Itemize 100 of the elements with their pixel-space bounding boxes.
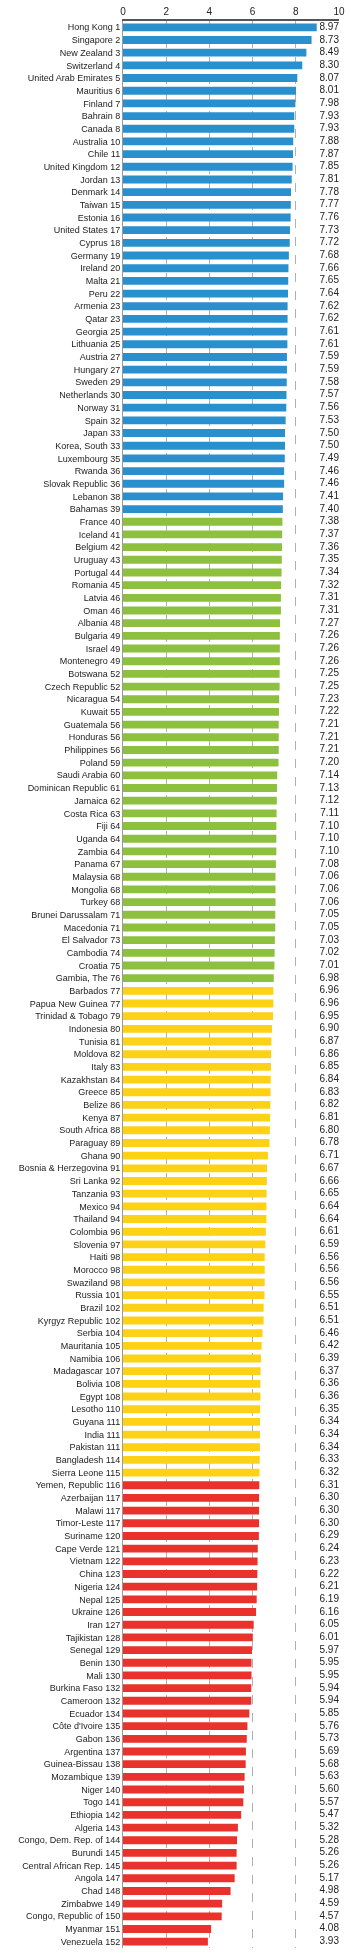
bar bbox=[123, 1050, 272, 1059]
bar bbox=[123, 74, 298, 82]
y-tick-label: Jordan 13 bbox=[80, 174, 121, 185]
bar bbox=[123, 746, 279, 754]
data-label: 6.67 bbox=[319, 1161, 340, 1173]
data-label: 6.37 bbox=[319, 1364, 340, 1376]
y-tick-label: Cyprus 18 bbox=[79, 238, 121, 249]
bar bbox=[123, 1177, 267, 1185]
bar bbox=[123, 1519, 260, 1528]
data-label: 7.88 bbox=[319, 134, 340, 146]
bar bbox=[123, 1443, 260, 1452]
bar bbox=[123, 429, 285, 437]
data-label: 6.36 bbox=[319, 1377, 340, 1389]
y-tick-label: Rwanda 36 bbox=[74, 466, 121, 477]
y-tick-label: Macedonia 71 bbox=[63, 922, 121, 933]
data-label: 7.03 bbox=[319, 933, 340, 945]
y-tick-label: Poland 59 bbox=[79, 757, 121, 768]
data-label: 5.95 bbox=[319, 1668, 340, 1680]
bar bbox=[123, 1481, 260, 1490]
y-tick-label: Croatia 75 bbox=[78, 960, 121, 971]
y-tick-label: Philippines 56 bbox=[64, 745, 121, 756]
y-tick-label: Timor-Leste 117 bbox=[55, 1518, 121, 1529]
bar bbox=[123, 1227, 266, 1236]
data-label: 7.06 bbox=[319, 882, 340, 894]
y-tick-label: Lesotho 110 bbox=[71, 1404, 121, 1415]
y-tick-label: United Arab Emirates 5 bbox=[27, 73, 121, 84]
bar bbox=[123, 289, 289, 298]
data-label: 7.34 bbox=[319, 565, 340, 577]
data-label: 6.64 bbox=[319, 1212, 340, 1224]
bar bbox=[123, 1937, 208, 1946]
data-label: 6.78 bbox=[319, 1136, 340, 1148]
y-tick-label: Hong Kong 1 bbox=[67, 22, 121, 33]
data-label: 6.23 bbox=[319, 1554, 340, 1566]
data-label: 7.72 bbox=[319, 236, 340, 248]
data-label: 6.96 bbox=[319, 984, 340, 996]
data-label: 7.31 bbox=[319, 591, 340, 603]
data-label: 6.33 bbox=[319, 1453, 340, 1465]
bar bbox=[123, 1139, 270, 1147]
data-label: 6.46 bbox=[319, 1326, 340, 1338]
data-label: 7.22 bbox=[319, 705, 340, 717]
data-label: 7.66 bbox=[319, 261, 340, 273]
bar bbox=[123, 593, 281, 602]
bar bbox=[123, 1570, 258, 1578]
bar bbox=[123, 340, 288, 349]
y-tick-label: Papua New Guinea 77 bbox=[29, 998, 121, 1009]
bar bbox=[123, 23, 317, 32]
bar bbox=[123, 517, 283, 526]
y-tick-label: Armenia 23 bbox=[74, 301, 121, 312]
data-label: 7.35 bbox=[319, 553, 340, 565]
bar bbox=[123, 898, 276, 907]
data-label: 8.73 bbox=[319, 33, 340, 45]
bar bbox=[123, 1532, 259, 1540]
y-tick-label: Madagascar 107 bbox=[53, 1366, 121, 1377]
bar bbox=[123, 1265, 265, 1274]
bar bbox=[123, 1379, 261, 1388]
y-tick-label: Central African Rep. 145 bbox=[22, 1860, 121, 1871]
y-tick-label: Albania 48 bbox=[77, 618, 121, 629]
data-label: 6.01 bbox=[319, 1630, 340, 1642]
bar bbox=[123, 86, 297, 95]
y-tick-label: Egypt 108 bbox=[79, 1391, 121, 1402]
data-label: 6.95 bbox=[319, 1009, 340, 1021]
data-label: 7.14 bbox=[319, 768, 340, 780]
data-label: 5.57 bbox=[319, 1795, 340, 1807]
x-tick-label: 10 bbox=[333, 6, 345, 17]
data-label: 7.13 bbox=[319, 781, 340, 793]
y-tick-label: Paraguay 89 bbox=[69, 1138, 121, 1149]
y-tick-label: Greece 85 bbox=[78, 1087, 121, 1098]
data-label: 7.62 bbox=[319, 299, 340, 311]
bar bbox=[123, 1215, 267, 1223]
y-tick-label: Fiji 64 bbox=[96, 821, 121, 832]
y-tick-label: Uruguay 43 bbox=[73, 554, 121, 565]
bar bbox=[123, 720, 279, 729]
y-tick-label: Gabon 136 bbox=[75, 1733, 121, 1744]
y-tick-label: United Kingdom 12 bbox=[43, 161, 121, 172]
bar bbox=[123, 1874, 235, 1883]
bar bbox=[123, 1202, 267, 1211]
data-label: 5.28 bbox=[319, 1833, 340, 1845]
y-tick-label: Japan 33 bbox=[83, 428, 121, 439]
data-label: 4.98 bbox=[319, 1884, 340, 1896]
y-tick-label: Thailand 94 bbox=[73, 1214, 121, 1225]
bar bbox=[123, 416, 286, 425]
data-label: 7.77 bbox=[319, 198, 340, 210]
data-label: 5.17 bbox=[319, 1871, 340, 1883]
bar bbox=[123, 758, 279, 767]
y-tick-label: Luxembourg 35 bbox=[57, 453, 121, 464]
bar bbox=[123, 226, 290, 235]
data-label: 7.21 bbox=[319, 718, 340, 730]
y-tick-label: Morocco 98 bbox=[73, 1264, 121, 1275]
y-tick-label: Zimbabwe 149 bbox=[61, 1898, 121, 1909]
y-tick-label: South Africa 88 bbox=[59, 1125, 121, 1136]
data-label: 6.31 bbox=[319, 1478, 340, 1490]
data-label: 6.30 bbox=[319, 1516, 340, 1528]
y-tick-label: Suriname 120 bbox=[64, 1531, 121, 1542]
y-tick-label: Brunei Darussalam 71 bbox=[31, 909, 121, 920]
bar bbox=[123, 188, 292, 197]
y-tick-label: Switzerland 4 bbox=[66, 60, 121, 71]
data-label: 5.76 bbox=[319, 1719, 340, 1731]
y-tick-label: Serbia 104 bbox=[76, 1328, 121, 1339]
y-tick-label: China 123 bbox=[79, 1569, 121, 1580]
data-label: 7.50 bbox=[319, 439, 340, 451]
